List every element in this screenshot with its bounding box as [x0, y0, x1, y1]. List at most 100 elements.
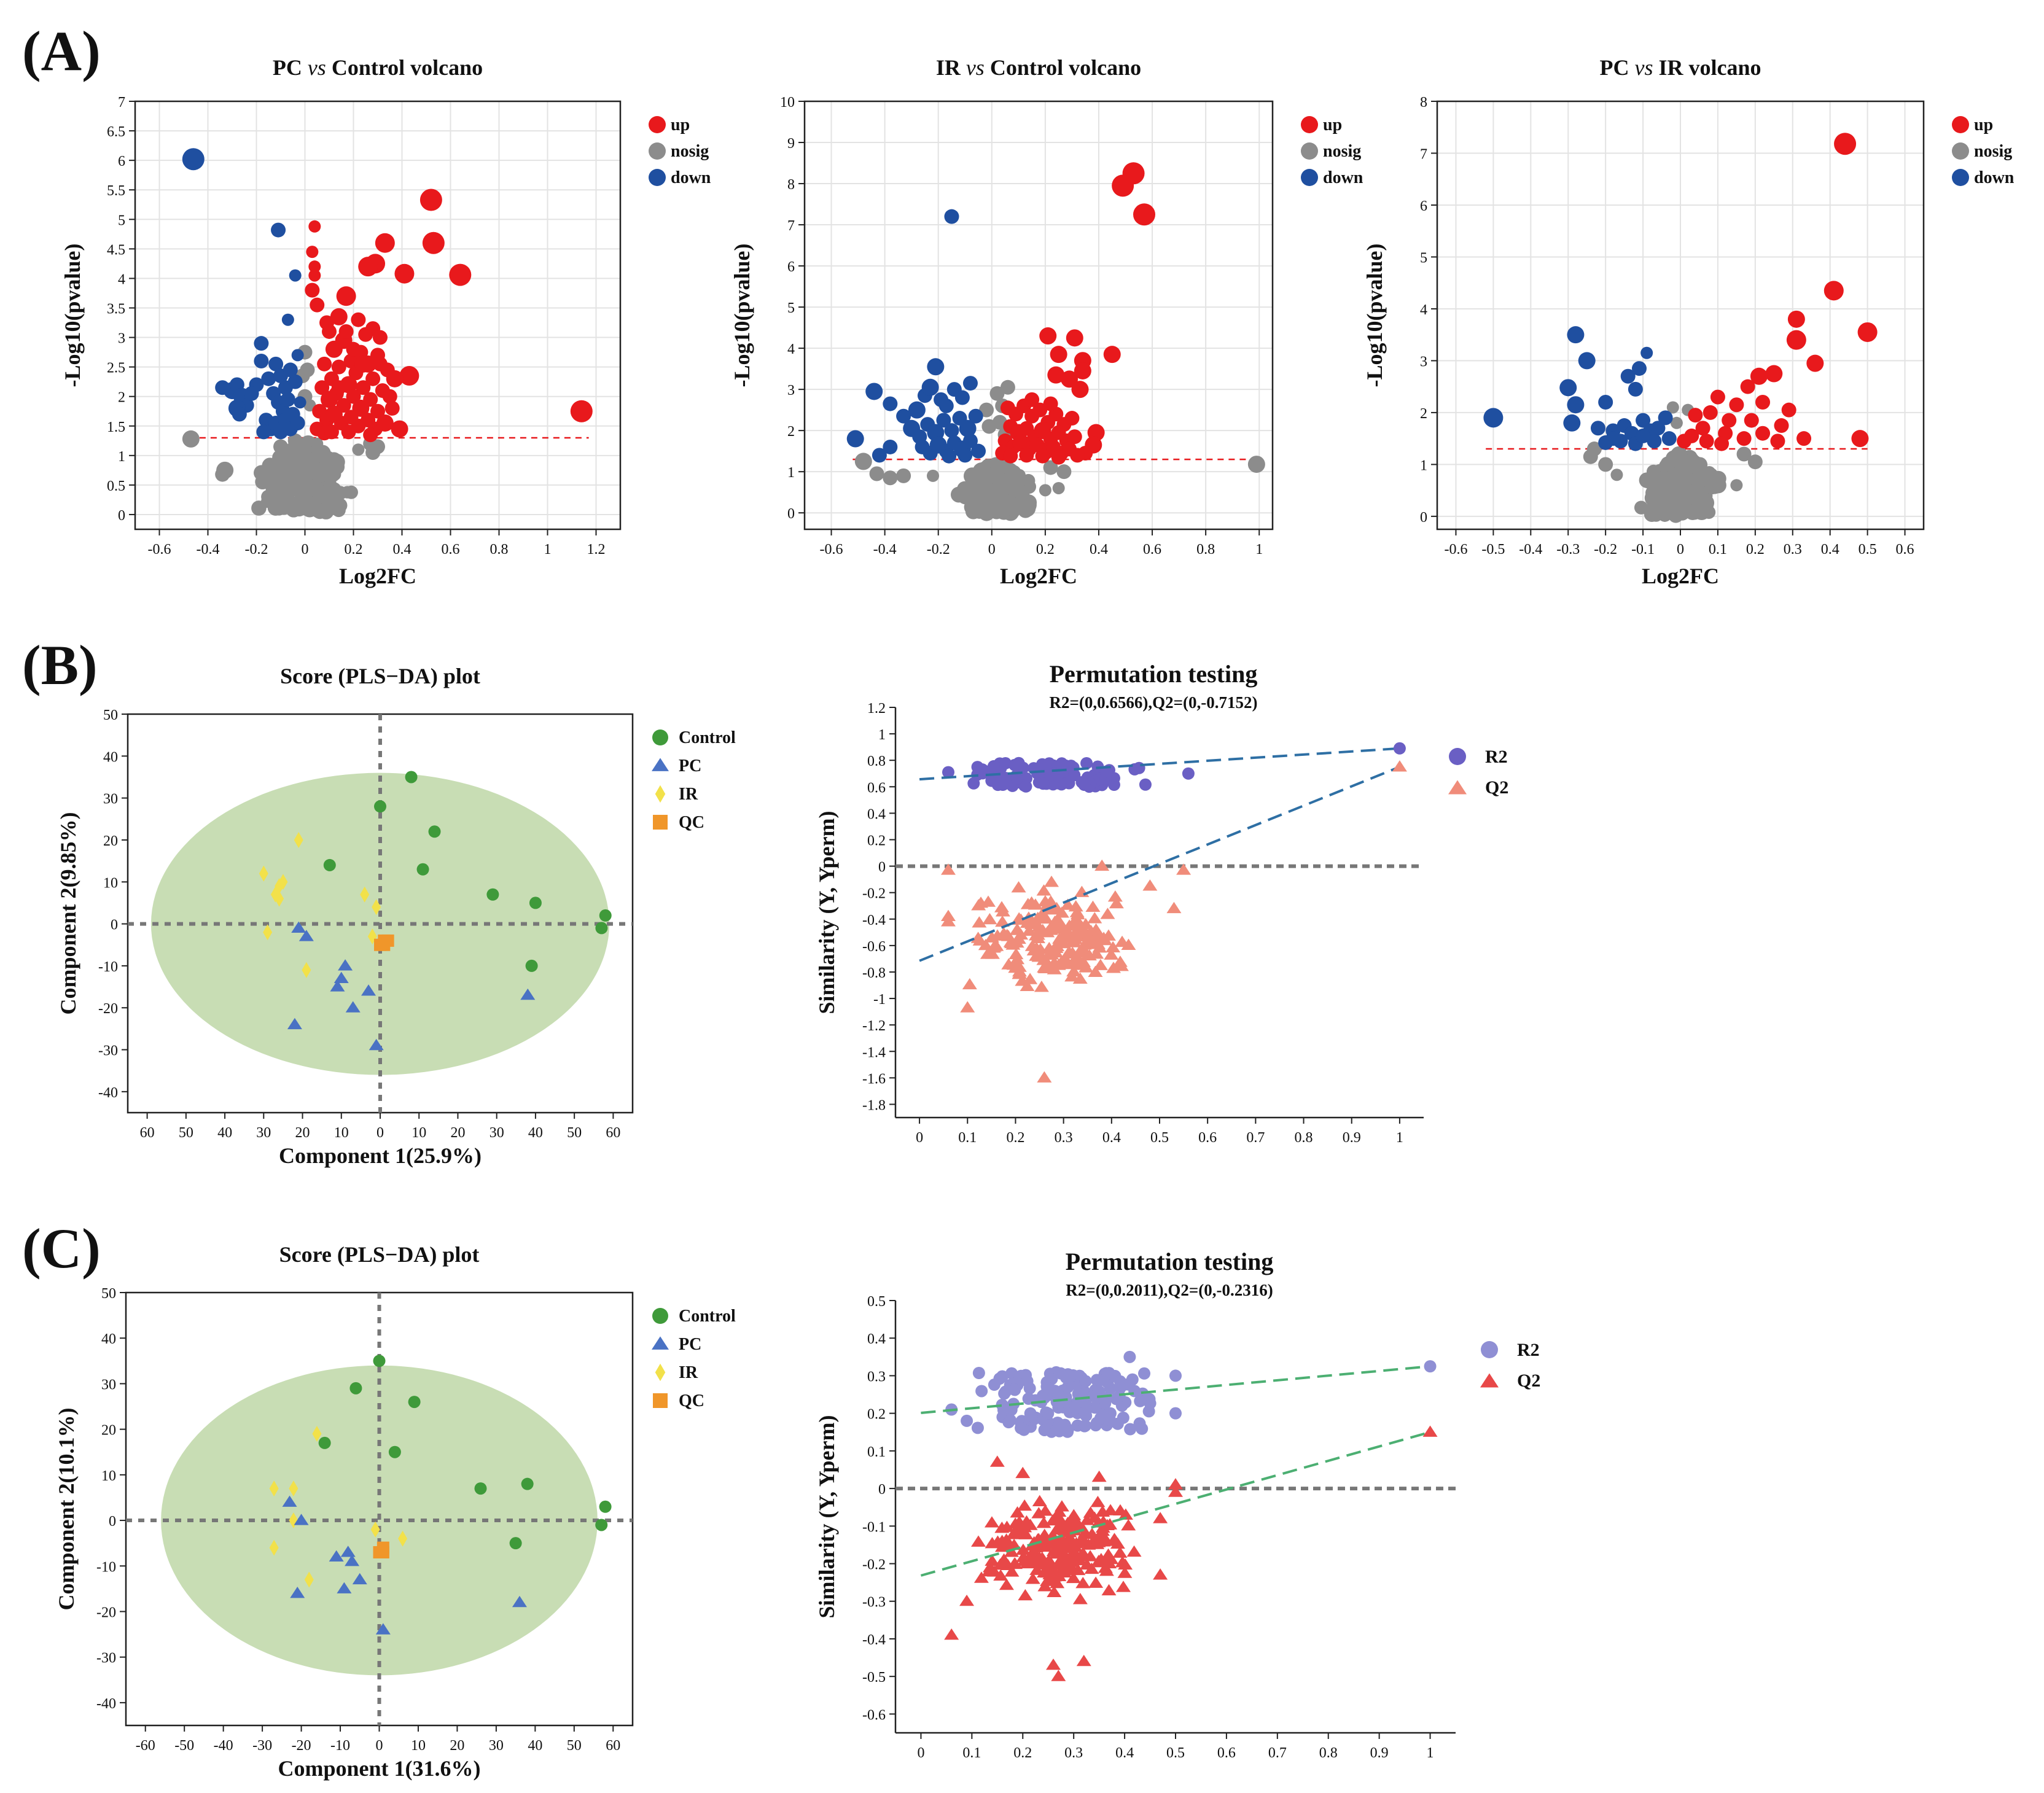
q2-point	[1094, 859, 1110, 871]
nosig-point	[1670, 416, 1683, 429]
q2-point	[1043, 895, 1058, 907]
pc-point	[512, 1595, 527, 1608]
y-tick-label: -40	[96, 1696, 116, 1712]
x-tick-label: 20	[450, 1125, 465, 1141]
up-point	[1722, 413, 1737, 428]
up-point	[1765, 365, 1783, 383]
q2-original-point	[1392, 760, 1407, 772]
q2-point	[1088, 1576, 1104, 1588]
control-point	[599, 909, 612, 922]
x-tick-label: -60	[136, 1738, 155, 1754]
y-tick-label: 4	[118, 271, 125, 287]
x-tick-label: 0.6	[1198, 1130, 1217, 1146]
down-point	[1483, 408, 1504, 428]
q2-point	[1032, 1495, 1047, 1507]
x-tick-label: 0.8	[1295, 1130, 1313, 1146]
pc-point	[291, 921, 306, 933]
plot-frame	[134, 100, 622, 531]
control-point	[595, 922, 608, 935]
q2-point	[1073, 1549, 1088, 1562]
q2-point	[1071, 1563, 1086, 1576]
x-tick-label: 0.6	[1143, 542, 1161, 558]
up-point	[365, 371, 381, 386]
down-point	[908, 401, 926, 419]
q2-point	[1042, 941, 1057, 954]
x-axis-label: Log2FC	[1000, 564, 1077, 588]
down-point	[968, 408, 983, 424]
q2-point	[1109, 897, 1124, 909]
r2-point	[1043, 1382, 1056, 1395]
q2-point	[985, 1536, 1000, 1549]
r2-point	[1059, 1395, 1072, 1408]
x-tick-label: 50	[567, 1125, 582, 1141]
r2-point	[996, 1370, 1008, 1383]
q2-point	[1066, 1571, 1081, 1584]
legend-marker-r2	[1481, 1341, 1498, 1358]
nosig-point	[883, 470, 898, 486]
r2-point	[1078, 1420, 1091, 1433]
y-tick-label: 6	[118, 154, 125, 169]
control-point	[521, 1477, 534, 1490]
up-point	[308, 220, 321, 233]
legend-label-nosig: nosig	[671, 142, 709, 161]
r2-original-point	[1393, 742, 1406, 755]
r2-point	[1005, 1403, 1018, 1416]
down-point	[921, 378, 939, 396]
q2-point	[1024, 896, 1039, 908]
down-point	[287, 374, 303, 389]
up-point	[1688, 408, 1703, 423]
y-tick-label: 1	[787, 465, 795, 481]
nosig-point	[1730, 479, 1743, 492]
r2-point	[971, 1422, 984, 1434]
up-point	[310, 297, 325, 313]
x-tick-label: -0.3	[1556, 542, 1580, 558]
volcano-chart-1: PC vs Control volcano -0.6 -0.4 -0.2 0 0.2 0.4…	[60, 55, 711, 588]
ir-point	[289, 1480, 298, 1497]
q2-point	[971, 899, 986, 911]
nosig-point	[1000, 379, 1015, 395]
pc-point	[520, 988, 536, 1000]
r2-point	[987, 760, 1000, 772]
y-tick-label: 0	[1420, 510, 1427, 526]
nosig-point	[1747, 454, 1763, 470]
x-tick-label: 40	[528, 1738, 542, 1754]
panel-label-c: (C)	[22, 1217, 101, 1280]
down-point	[959, 419, 977, 437]
ir-point	[278, 874, 288, 890]
pc-point	[287, 1017, 302, 1030]
x-tick-label: 60	[140, 1125, 155, 1141]
nosig-point	[1688, 473, 1702, 486]
r2-point	[1079, 1375, 1092, 1388]
x-tick-label: 20	[295, 1125, 310, 1141]
down-point	[256, 424, 271, 440]
r2-point	[1039, 758, 1052, 771]
up-point	[358, 257, 378, 277]
x-tick-label: -0.4	[873, 542, 897, 558]
nosig-point	[311, 437, 324, 450]
legend-marker-nosig	[649, 142, 666, 160]
y-tick-label: 7	[118, 95, 125, 111]
nosig-point	[1610, 469, 1623, 481]
y-tick-label: 30	[103, 791, 118, 807]
pc-point	[329, 1550, 344, 1562]
y-tick-label: 2	[1420, 406, 1427, 422]
up-point	[1787, 310, 1805, 328]
q2-point	[1107, 890, 1123, 902]
nosig-point	[260, 495, 274, 508]
up-point	[1133, 203, 1155, 226]
down-point	[927, 358, 945, 376]
ir-point	[312, 1426, 322, 1442]
up-point	[372, 356, 388, 371]
q2-point	[1026, 1550, 1042, 1562]
up-point	[1677, 434, 1692, 449]
nosig-point	[1247, 456, 1265, 473]
x-tick-label: 1	[544, 542, 552, 558]
q2-point	[1108, 1534, 1123, 1546]
r2-point	[1104, 1382, 1117, 1395]
ir-point	[398, 1530, 408, 1547]
x-tick-label: -20	[292, 1738, 311, 1754]
up-point	[1047, 366, 1065, 384]
nosig-point	[1661, 487, 1676, 502]
q2-point	[1055, 920, 1071, 933]
title-vs: vs	[308, 55, 326, 80]
